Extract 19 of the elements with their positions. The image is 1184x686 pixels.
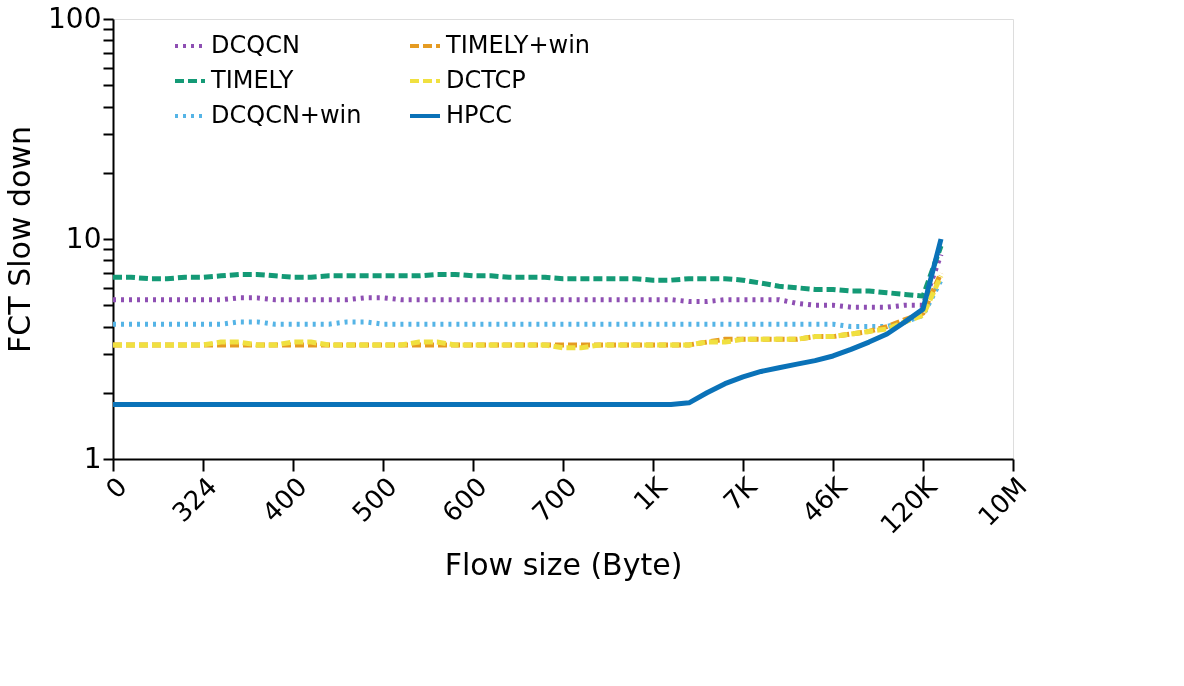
legend-label: DCTCP	[446, 66, 526, 94]
legend-label: DCQCN	[211, 31, 300, 59]
x-tick-label: 324	[166, 471, 223, 528]
legend-label: HPCC	[446, 101, 513, 129]
legend-label: DCQCN+win	[211, 101, 362, 129]
legend-label: TIMELY	[210, 66, 294, 94]
x-axis-title: Flow size (Byte)	[444, 547, 683, 583]
y-tick-label: 100	[48, 1, 102, 35]
x-tick-label: 1K	[627, 470, 674, 517]
y-tick-label: 10	[65, 221, 102, 255]
x-tick-label: 7K	[717, 470, 764, 517]
x-tick-label: 700	[526, 471, 583, 528]
x-tick-label: 600	[436, 471, 493, 528]
x-tick-label: 500	[346, 471, 403, 528]
x-tick-label: 0	[99, 471, 133, 505]
y-axis-title: FCT Slow down	[2, 126, 38, 353]
y-tick-label: 1	[83, 441, 102, 475]
legend-label: TIMELY+win	[445, 31, 591, 59]
x-tick-label: 400	[256, 471, 313, 528]
